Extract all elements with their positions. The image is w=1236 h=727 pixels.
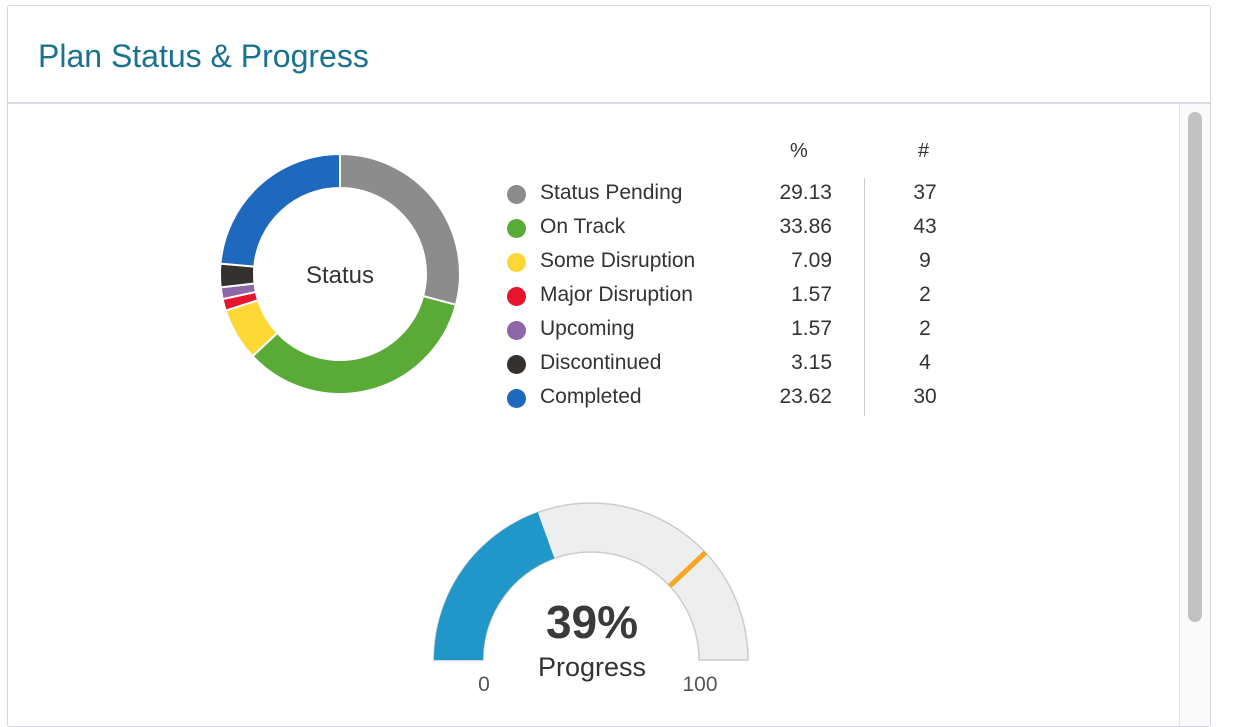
legend-dot-icon: [507, 389, 526, 408]
legend-label: On Track: [540, 215, 626, 238]
legend-dot-icon: [507, 355, 526, 374]
legend-count: 43: [913, 215, 937, 238]
gauge-target-marker: [668, 550, 708, 588]
legend-pct: 7.09: [791, 249, 832, 272]
legend-pct: 1.57: [791, 283, 832, 306]
gauge-value: 39%: [546, 596, 638, 648]
legend-count: 2: [919, 283, 931, 306]
legend-pct: 3.15: [791, 351, 832, 374]
legend-count: 9: [919, 249, 931, 272]
scrollbar-thumb[interactable]: [1188, 112, 1202, 622]
count-column-header: #: [918, 140, 930, 162]
card-header: Plan Status & Progress: [8, 6, 1210, 104]
plan-status-card: Plan Status & Progress: [7, 5, 1211, 727]
legend-row[interactable]: Major Disruption 1.57 2: [500, 280, 960, 314]
legend-label: Completed: [540, 385, 642, 408]
legend-row[interactable]: Completed 23.62 30: [500, 382, 960, 416]
legend-dot-icon: [507, 253, 526, 272]
card-title: Plan Status & Progress: [38, 38, 369, 74]
legend-pct: 1.57: [791, 317, 832, 340]
legend-dot-icon: [507, 287, 526, 306]
donut-slice-discontinued[interactable]: [219, 262, 256, 289]
gauge-label: Progress: [538, 652, 646, 682]
donut-center-label: Status: [306, 262, 374, 289]
donut-slice-completed[interactable]: [219, 152, 341, 268]
legend-dot-icon: [507, 185, 526, 204]
legend-row[interactable]: Discontinued 3.15 4: [500, 348, 960, 382]
gauge-fill: [434, 512, 555, 660]
status-donut-chart: Status: [219, 152, 461, 395]
legend-label: Some Disruption: [540, 249, 696, 272]
legend-count: 37: [913, 181, 937, 204]
legend-dot-icon: [507, 321, 526, 340]
legend-label: Upcoming: [540, 317, 635, 340]
legend-dot-icon: [507, 219, 526, 238]
gauge-min-label: 0: [478, 673, 490, 696]
legend-pct: 23.62: [779, 385, 832, 408]
legend-row[interactable]: On Track 33.86 43: [500, 212, 960, 246]
legend-count: 4: [919, 351, 931, 374]
legend-count: 30: [913, 385, 937, 408]
legend-row[interactable]: Status Pending 29.13 37: [500, 178, 960, 212]
donut-slice-on-track[interactable]: [251, 294, 458, 395]
gauge-max-label: 100: [682, 673, 717, 696]
legend-label: Status Pending: [540, 181, 683, 204]
column-divider: [864, 178, 865, 416]
progress-gauge: 39% Progress 0 100: [433, 502, 749, 696]
legend-pct: 29.13: [779, 181, 832, 204]
pct-column-header: %: [790, 140, 808, 162]
legend-label: Discontinued: [540, 351, 662, 374]
legend-label: Major Disruption: [540, 283, 693, 306]
legend-row[interactable]: Upcoming 1.57 2: [500, 314, 960, 348]
legend-pct: 33.86: [779, 215, 832, 238]
scrollbar[interactable]: [1179, 104, 1210, 726]
legend-count: 2: [919, 317, 931, 340]
legend-row[interactable]: Some Disruption 7.09 9: [500, 246, 960, 280]
